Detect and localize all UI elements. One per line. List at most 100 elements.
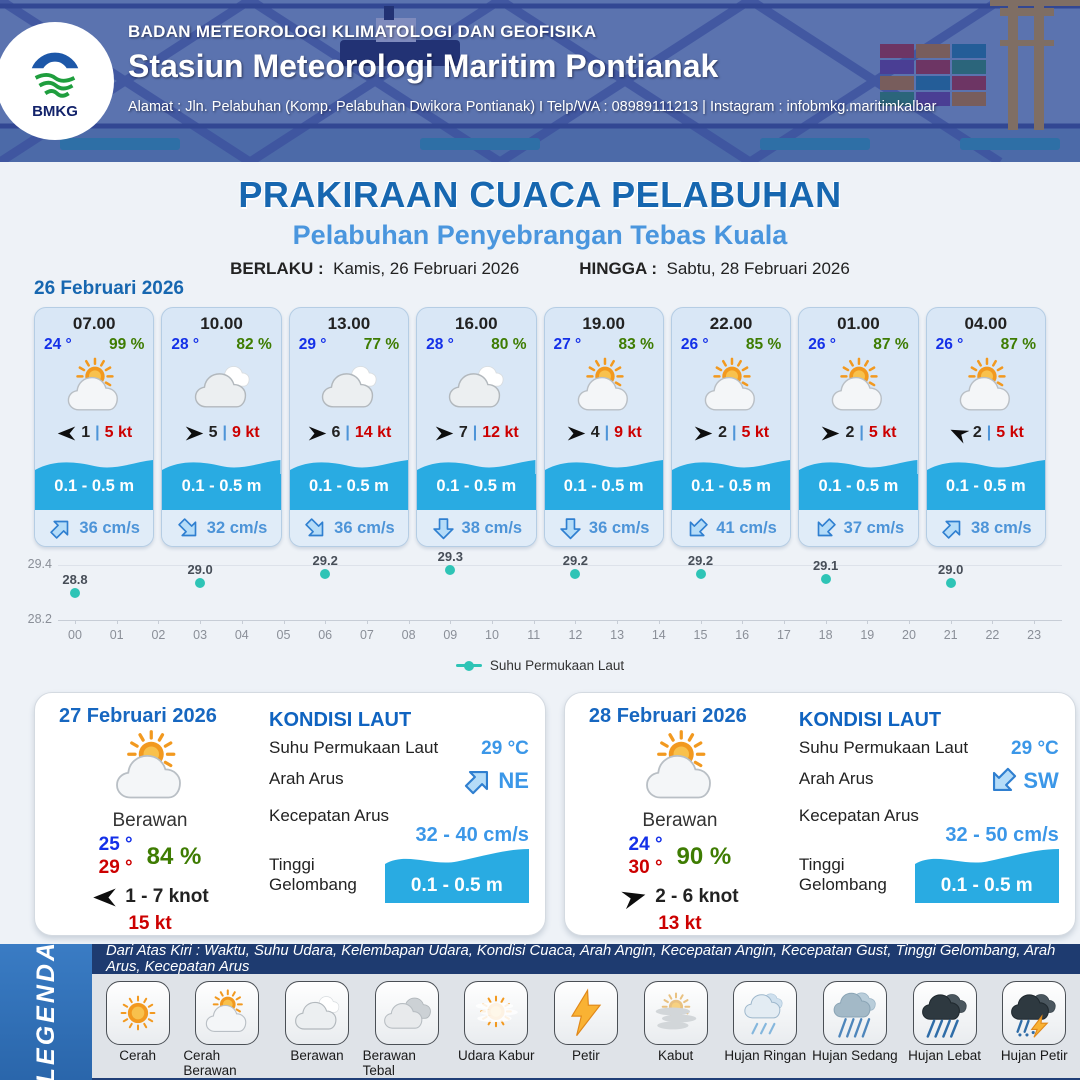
- day-summary-card: 27 Februari 2026 Berawan 25 ° 29 ° 84 % …: [34, 692, 546, 936]
- current-dir-label: Arah Arus: [269, 769, 344, 788]
- x-tick-label: 10: [485, 628, 499, 642]
- legend-item: Berawan Tebal: [363, 981, 451, 1078]
- x-tick-label: 05: [276, 628, 291, 642]
- weather-condition: Berawan: [642, 810, 718, 831]
- x-tick-label: 14: [651, 628, 666, 642]
- wave-height-band: 0.1 - 0.5 m: [926, 458, 1045, 510]
- org-name: BADAN METEOROLOGI KLIMATOLOGI DAN GEOFIS…: [128, 22, 597, 41]
- wave-height-box: 0.1 - 0.5 m: [914, 849, 1059, 903]
- wave-height: 0.1 - 0.5 m: [417, 474, 536, 510]
- summary-date: 28 Februari 2026: [588, 705, 747, 727]
- gust-separator: |: [859, 424, 864, 441]
- wave-height: 0.1 - 0.5 m: [35, 474, 154, 510]
- relative-humidity: 85 %: [745, 336, 782, 353]
- title-block: PRAKIRAAN CUACA PELABUHAN Pelabuhan Peny…: [0, 162, 1080, 278]
- wave-height: 0.1 - 0.5 m: [926, 474, 1045, 510]
- station-address: Alamat : Jln. Pelabuhan (Komp. Pelabuhan…: [128, 99, 937, 115]
- forecast-time: 10.00: [200, 314, 243, 333]
- forecast-card: 13.00 29 ° 77 % 6 | 14 kt 0.1 - 0.5 m 36…: [288, 307, 410, 547]
- wave-height-band: 0.1 - 0.5 m: [544, 458, 663, 510]
- sea-conditions: KONDISI LAUT Suhu Permukaan Laut 29 °C A…: [779, 705, 1059, 923]
- x-tick-label: 01: [109, 628, 124, 642]
- gust-speed: 15 kt: [128, 912, 172, 934]
- forecast-card: 01.00 26 ° 87 % 2 | 5 kt 0.1 - 0.5 m 37 …: [798, 307, 919, 547]
- wind-direction-icon: [566, 423, 587, 444]
- hujan-ringan-icon: [733, 981, 798, 1045]
- berawan-icon: [417, 354, 535, 420]
- gust-speed: 5 kt: [996, 424, 1024, 441]
- gust-separator: |: [731, 424, 737, 441]
- legend-item-label: Hujan Petir: [1000, 1048, 1068, 1063]
- wind-range: 1 - 7 knot: [125, 886, 209, 908]
- sst-value: 29 °C: [481, 738, 529, 759]
- cerah-berawan-icon: [35, 354, 153, 420]
- current-speed: 32 - 50 cm/s: [945, 824, 1059, 846]
- legend-item-label: Petir: [572, 1048, 600, 1063]
- wave-shape: [914, 849, 1059, 869]
- cerah-icon: [105, 981, 170, 1045]
- gust-speed: 9 kt: [231, 424, 260, 441]
- relative-humidity: 82 %: [236, 336, 272, 353]
- sst-data-label: 29.3: [437, 548, 463, 564]
- x-tick-label: 11: [527, 628, 541, 642]
- berawan-icon: [162, 354, 280, 420]
- chart-legend-label: Suhu Permukaan Laut: [489, 658, 625, 673]
- y-tick-label: 29.4: [27, 557, 52, 571]
- cerah-berawan-icon: [799, 354, 917, 420]
- current-direction-icon: [807, 510, 842, 545]
- gust-speed: 12 kt: [482, 424, 519, 441]
- current-direction-icon: [456, 758, 501, 803]
- x-tick-label: 09: [443, 628, 458, 642]
- air-temperature: 29 °: [298, 336, 327, 353]
- gust-separator: |: [986, 424, 992, 441]
- wind-direction-icon: [944, 419, 972, 447]
- sst-data-label: 28.8: [62, 571, 88, 587]
- wind-row: 2 | 5 kt: [799, 420, 917, 446]
- temp-max: 29 °: [98, 856, 133, 878]
- current-speed: 32 - 40 cm/s: [415, 824, 529, 846]
- x-tick-label: 22: [985, 628, 1000, 642]
- x-tick-label: 06: [318, 628, 333, 642]
- x-tick-label: 18: [818, 628, 833, 642]
- relative-humidity: 90 %: [676, 842, 732, 870]
- wave-height: 0.1 - 0.5 m: [162, 474, 281, 510]
- legend-item: Berawan: [273, 981, 361, 1063]
- sst-chart: 29.4 28.2 00 01 02 03 04 05 06 07 08 09 10 11 12 13 14 15…: [0, 548, 1080, 686]
- page-title: PRAKIRAAN CUACA PELABUHAN: [238, 174, 842, 215]
- legend-item: Hujan Sedang: [811, 981, 899, 1063]
- gust-speed: 14 kt: [354, 424, 392, 441]
- sst-data-label: 29.0: [187, 562, 213, 578]
- current-direction-icon: [981, 758, 1026, 803]
- forecast-card: 16.00 28 ° 80 % 7 | 12 kt 0.1 - 0.5 m 38…: [416, 307, 537, 547]
- air-temperature: 27 °: [553, 336, 582, 353]
- wind-speed: 2: [972, 424, 982, 441]
- air-temperature: 26 °: [680, 336, 709, 353]
- bmkg-logo: BMKG: [0, 22, 114, 140]
- legend-item-label: Berawan Tebal: [362, 1048, 416, 1078]
- gust-speed: 9 kt: [614, 424, 642, 441]
- bmkg-logo-label: BMKG: [32, 102, 78, 120]
- legend-bar: LEGENDA Dari Atas Kiri : Waktu, Suhu Uda…: [0, 940, 1080, 1080]
- forecast-time: 16.00: [455, 314, 498, 333]
- sst-data-label: 29.0: [938, 562, 964, 578]
- sst-data-point: [945, 578, 956, 589]
- page-subtitle: Pelabuhan Penyebrangan Tebas Kuala: [292, 220, 788, 250]
- wave-height-box: 0.1 - 0.5 m: [384, 849, 529, 903]
- legend-side-strip: LEGENDA: [0, 940, 92, 1080]
- air-temperature: 28 °: [171, 336, 200, 353]
- wave-height: 0.1 - 0.5 m: [671, 474, 791, 510]
- forecast-time: 04.00: [964, 314, 1008, 333]
- berlaku-value: Kamis, 26 Februari 2026: [333, 259, 520, 278]
- wave-height: 0.1 - 0.5 m: [544, 474, 663, 510]
- x-tick-label: 07: [359, 628, 374, 642]
- sst-data-point: [445, 564, 456, 575]
- wave-shape: [926, 460, 1045, 474]
- wind-direction-icon: [184, 423, 205, 444]
- forecast-card: 10.00 28 ° 82 % 5 | 9 kt 0.1 - 0.5 m 32 …: [161, 307, 282, 547]
- legend-description: Dari Atas Kiri : Waktu, Suhu Udara, Kele…: [92, 943, 1080, 975]
- x-tick-label: 13: [610, 628, 625, 642]
- wave-height: 0.1 - 0.5 m: [799, 474, 918, 510]
- relative-humidity: 84 %: [146, 842, 202, 870]
- petir-icon: [553, 981, 618, 1045]
- hingga-value: Sabtu, 28 Februari 2026: [666, 259, 850, 278]
